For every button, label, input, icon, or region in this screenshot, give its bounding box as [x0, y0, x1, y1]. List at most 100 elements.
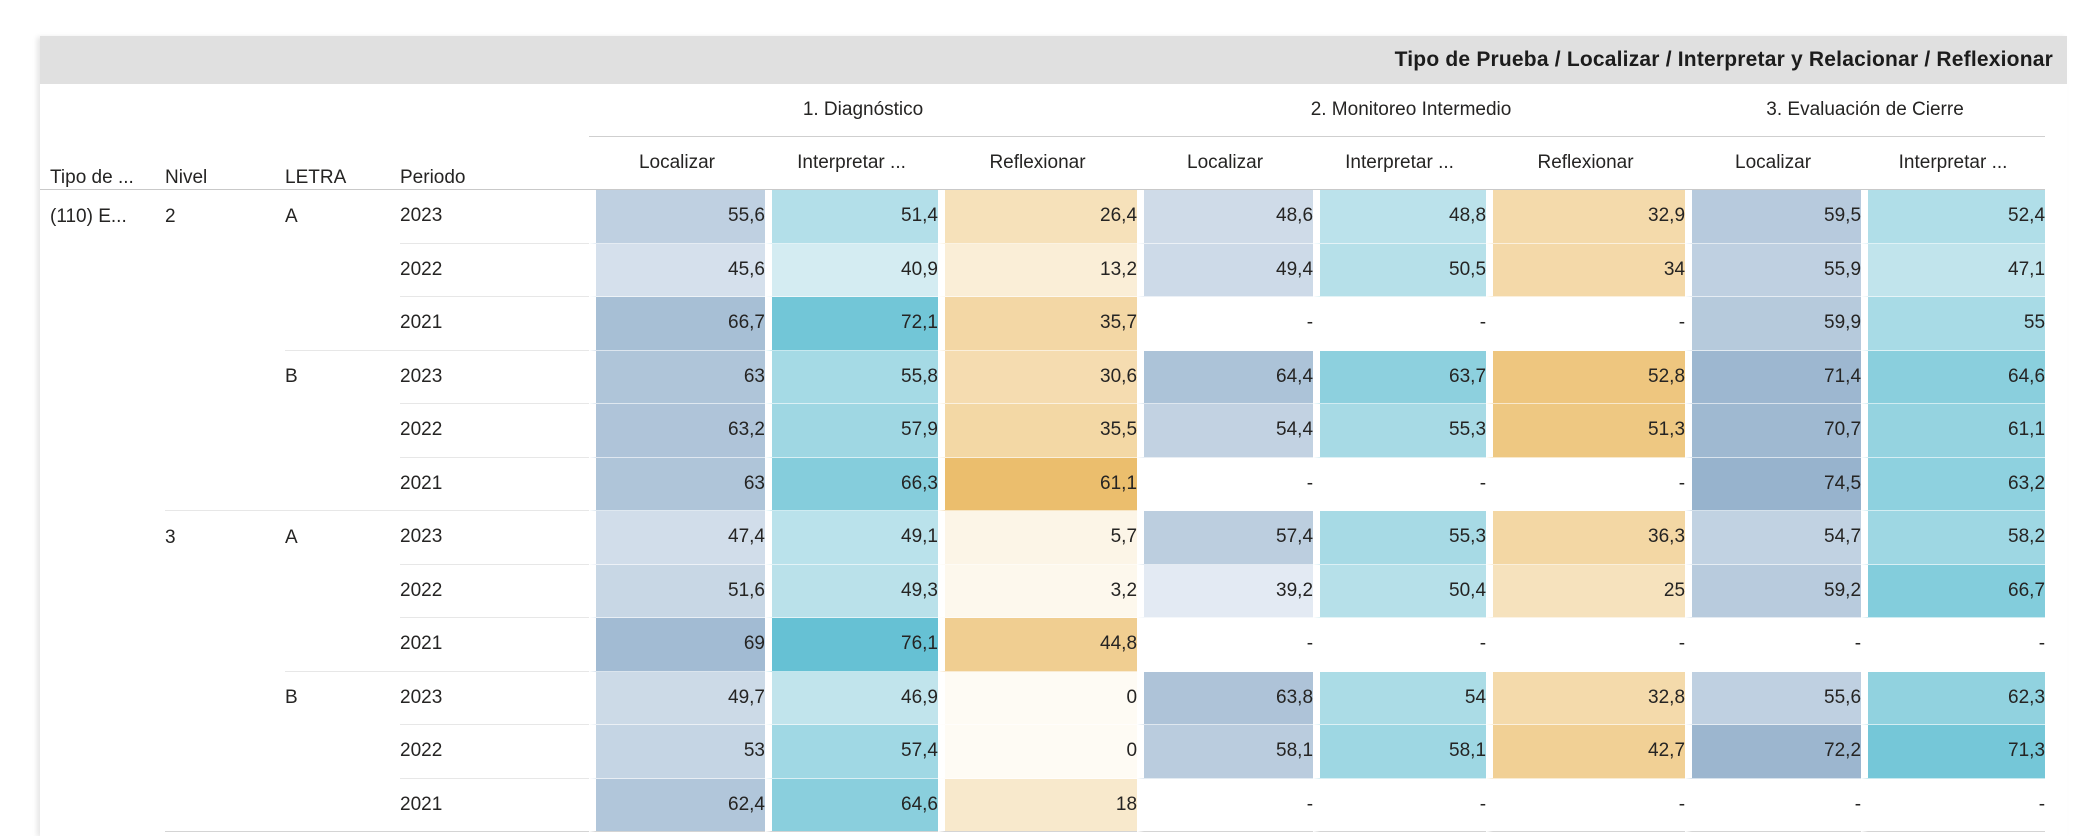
row-cell-nivel[interactable] — [165, 778, 285, 832]
row-cell-periodo[interactable]: 2022 — [400, 243, 589, 297]
value-cell[interactable]: 32,9 — [1486, 190, 1686, 244]
row-cell-nivel[interactable]: 3 — [165, 511, 285, 565]
value-cell[interactable]: 50,4 — [1313, 564, 1487, 618]
value-cell[interactable]: 51,6 — [589, 564, 765, 618]
row-cell-tipo[interactable] — [40, 404, 165, 458]
row-cell-tipo[interactable] — [40, 725, 165, 779]
value-cell[interactable]: 0 — [938, 725, 1138, 779]
value-column-header[interactable]: Reflexionar — [1486, 137, 1686, 190]
value-cell[interactable]: 48,6 — [1137, 190, 1314, 244]
row-cell-periodo[interactable]: 2023 — [400, 511, 589, 565]
value-cell[interactable]: 62,4 — [589, 778, 765, 832]
value-cell[interactable]: - — [1313, 457, 1487, 511]
row-header-column-label[interactable]: Nivel — [165, 84, 285, 190]
value-cell[interactable]: 66,3 — [765, 457, 938, 511]
value-cell[interactable]: 48,8 — [1313, 190, 1487, 244]
row-cell-periodo[interactable]: 2021 — [400, 297, 589, 351]
row-cell-tipo[interactable] — [40, 618, 165, 672]
value-cell[interactable]: 61,1 — [1861, 404, 2046, 458]
value-cell[interactable]: 64,6 — [1861, 350, 2046, 404]
value-cell[interactable]: 32,8 — [1486, 671, 1686, 725]
row-cell-nivel[interactable] — [165, 297, 285, 351]
row-cell-tipo[interactable] — [40, 778, 165, 832]
value-cell[interactable]: 63 — [589, 457, 765, 511]
value-column-header[interactable]: Reflexionar — [938, 137, 1138, 190]
value-cell[interactable]: 72,1 — [765, 297, 938, 351]
value-cell[interactable]: 69 — [589, 618, 765, 672]
value-cell[interactable]: - — [1861, 778, 2046, 832]
value-cell[interactable]: 13,2 — [938, 243, 1138, 297]
value-cell[interactable]: 3,2 — [938, 564, 1138, 618]
value-cell[interactable]: 25 — [1486, 564, 1686, 618]
value-cell[interactable]: 18 — [938, 778, 1138, 832]
row-header-column-label[interactable]: Tipo de ... — [40, 84, 165, 190]
row-cell-letra[interactable] — [285, 725, 400, 779]
row-cell-periodo[interactable]: 2022 — [400, 564, 589, 618]
value-cell[interactable]: 0 — [938, 671, 1138, 725]
value-cell[interactable]: 42,7 — [1486, 725, 1686, 779]
value-cell[interactable]: 51,4 — [765, 190, 938, 244]
row-cell-tipo[interactable] — [40, 564, 165, 618]
value-cell[interactable]: 58,1 — [1313, 725, 1487, 779]
value-cell[interactable]: 70,7 — [1685, 404, 1862, 458]
row-cell-letra[interactable] — [285, 778, 400, 832]
row-cell-tipo[interactable] — [40, 243, 165, 297]
value-cell[interactable]: 39,2 — [1137, 564, 1314, 618]
value-cell[interactable]: 55 — [1861, 297, 2046, 351]
row-cell-periodo[interactable]: 2023 — [400, 350, 589, 404]
row-cell-letra[interactable]: B — [285, 671, 400, 725]
value-column-header[interactable]: Interpretar ... — [1313, 137, 1487, 190]
value-cell[interactable]: 46,9 — [765, 671, 938, 725]
value-cell[interactable]: - — [1486, 618, 1686, 672]
value-cell[interactable]: 71,3 — [1861, 725, 2046, 779]
value-cell[interactable]: 54,7 — [1685, 511, 1862, 565]
row-cell-periodo[interactable]: 2022 — [400, 725, 589, 779]
value-cell[interactable]: 47,1 — [1861, 243, 2046, 297]
row-cell-tipo[interactable] — [40, 297, 165, 351]
value-cell[interactable]: - — [1313, 618, 1487, 672]
value-cell[interactable]: - — [1137, 297, 1314, 351]
value-cell[interactable]: 72,2 — [1685, 725, 1862, 779]
value-column-header[interactable]: Localizar — [589, 137, 765, 190]
value-cell[interactable]: 55,6 — [1685, 671, 1862, 725]
row-cell-periodo[interactable]: 2021 — [400, 778, 589, 832]
value-cell[interactable]: 63,2 — [589, 404, 765, 458]
value-cell[interactable]: 55,3 — [1313, 404, 1487, 458]
value-cell[interactable]: 57,4 — [765, 725, 938, 779]
row-cell-letra[interactable] — [285, 564, 400, 618]
row-cell-periodo[interactable]: 2021 — [400, 457, 589, 511]
value-cell[interactable]: - — [1137, 618, 1314, 672]
row-cell-periodo[interactable]: 2022 — [400, 404, 589, 458]
row-cell-tipo[interactable]: (110) E... — [40, 190, 165, 244]
row-cell-letra[interactable] — [285, 404, 400, 458]
group-header[interactable]: 1. Diagnóstico — [589, 84, 1138, 137]
value-cell[interactable]: - — [1137, 778, 1314, 832]
value-cell[interactable]: 64,4 — [1137, 350, 1314, 404]
row-cell-nivel[interactable] — [165, 725, 285, 779]
value-cell[interactable]: - — [1861, 618, 2046, 672]
value-cell[interactable]: 35,7 — [938, 297, 1138, 351]
value-column-header[interactable]: Interpretar ... — [765, 137, 938, 190]
value-cell[interactable]: 40,9 — [765, 243, 938, 297]
value-cell[interactable]: 54,4 — [1137, 404, 1314, 458]
value-cell[interactable]: 59,9 — [1685, 297, 1862, 351]
row-cell-letra[interactable] — [285, 243, 400, 297]
value-cell[interactable]: - — [1137, 457, 1314, 511]
value-cell[interactable]: 34 — [1486, 243, 1686, 297]
value-column-header[interactable]: Interpretar ... — [1861, 137, 2046, 190]
value-cell[interactable]: - — [1486, 297, 1686, 351]
value-cell[interactable]: 26,4 — [938, 190, 1138, 244]
value-cell[interactable]: 59,5 — [1685, 190, 1862, 244]
group-header[interactable]: 3. Evaluación de Cierre — [1685, 84, 2046, 137]
value-cell[interactable]: 52,4 — [1861, 190, 2046, 244]
value-cell[interactable]: 63 — [589, 350, 765, 404]
row-cell-nivel[interactable] — [165, 564, 285, 618]
row-cell-periodo[interactable]: 2023 — [400, 190, 589, 244]
row-cell-letra[interactable]: B — [285, 350, 400, 404]
row-header-column-label[interactable]: Periodo — [400, 84, 589, 190]
row-cell-nivel[interactable] — [165, 457, 285, 511]
row-cell-tipo[interactable] — [40, 350, 165, 404]
value-cell[interactable]: 5,7 — [938, 511, 1138, 565]
value-cell[interactable]: 62,3 — [1861, 671, 2046, 725]
value-cell[interactable]: 58,2 — [1861, 511, 2046, 565]
